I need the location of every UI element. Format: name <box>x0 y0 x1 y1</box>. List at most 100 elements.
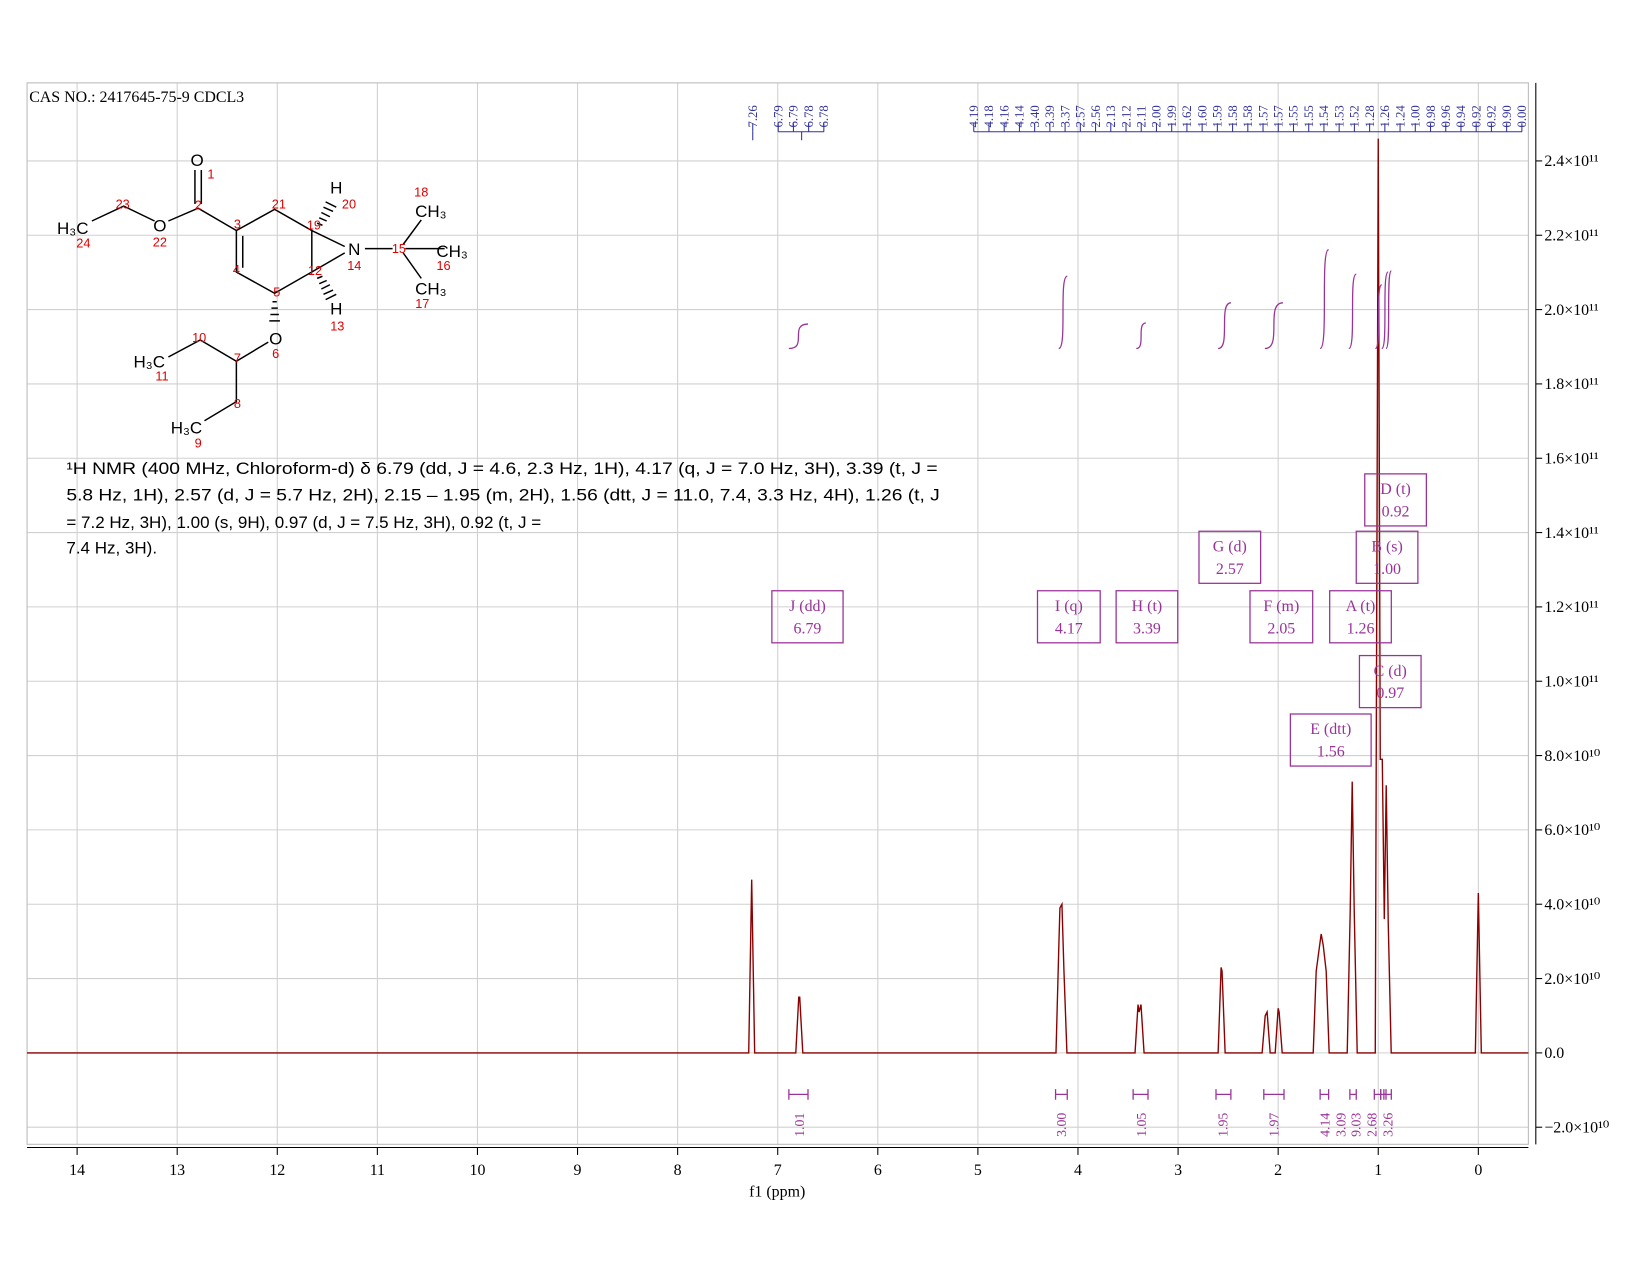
atom-number: 20 <box>342 196 356 211</box>
peak-label: 1.24 <box>1393 105 1407 128</box>
peak-label: 6.78 <box>802 105 816 127</box>
atom-number: 5 <box>273 284 280 299</box>
atom-number: 23 <box>116 196 130 211</box>
multiplet-shift: 1.00 <box>1373 561 1401 578</box>
bond <box>311 219 445 279</box>
atom-label: CH₃ <box>436 242 467 261</box>
atom-number: 10 <box>192 330 206 345</box>
peak-label: 4.18 <box>982 105 996 127</box>
bond <box>194 170 203 204</box>
multiplet-box <box>1198 530 1262 584</box>
multiplet-name: I (q) <box>1055 598 1083 615</box>
integral-curve <box>1136 322 1147 350</box>
integral-curve <box>788 323 809 350</box>
integral-label: 4.14 <box>1318 1113 1333 1137</box>
bond <box>168 339 269 422</box>
x-tick-label: 6 <box>874 1162 882 1179</box>
multiplet-name: B (s) <box>1371 538 1402 555</box>
multiplet-shift: 6.79 <box>794 620 822 637</box>
x-tick-label: 12 <box>269 1162 285 1179</box>
y-tick-label: 8.0×10¹⁰ <box>1544 748 1600 765</box>
peak-label: 1.53 <box>1332 105 1346 127</box>
integral-curve <box>1374 284 1383 350</box>
x-tick-label: 0 <box>1474 1162 1482 1179</box>
multiplet-shift: 3.39 <box>1133 620 1161 637</box>
peak-label: 1.99 <box>1165 105 1179 127</box>
atom-label: O <box>153 217 166 236</box>
nmr-description: 5.8 Hz, 1H), 2.57 (d, J = 5.7 Hz, 2H), 2… <box>66 485 939 504</box>
peak-label: 4.14 <box>1013 105 1027 128</box>
peak-label: 3.40 <box>1028 105 1042 127</box>
x-tick-label: 4 <box>1074 1162 1082 1179</box>
y-tick-label: 6.0×10¹⁰ <box>1544 822 1600 839</box>
y-tick-label: 1.0×10¹¹ <box>1544 674 1599 691</box>
atom-number: 22 <box>153 235 167 250</box>
integral-bracket <box>1349 1089 1357 1100</box>
integral-bracket <box>1383 1089 1392 1100</box>
multiplet-shift: 1.56 <box>1317 744 1345 761</box>
atom-number: 16 <box>436 258 450 273</box>
atom-number: 13 <box>330 318 344 333</box>
integral-label: 3.09 <box>1334 1113 1349 1137</box>
peak-label: 0.92 <box>1485 105 1499 127</box>
y-tick-label: 1.2×10¹¹ <box>1544 599 1599 616</box>
y-tick-label: 2.2×10¹¹ <box>1544 228 1599 245</box>
peak-label: 2.00 <box>1150 105 1164 127</box>
y-tick-label: 2.4×10¹¹ <box>1544 153 1599 170</box>
y-tick-label: 4.0×10¹⁰ <box>1544 897 1600 914</box>
multiplet-box <box>1355 530 1419 584</box>
nmr-description: ¹H NMR (400 MHz, Chloroform-d) δ 6.79 (d… <box>66 459 937 478</box>
multiplet-box <box>1249 590 1314 644</box>
grid <box>27 82 1529 1145</box>
peak-label: 1.59 <box>1211 105 1225 127</box>
atom-number: 15 <box>392 241 406 256</box>
peak-label: 4.19 <box>967 105 981 127</box>
integral-curve <box>1348 273 1357 350</box>
multiplet-box <box>1358 654 1422 709</box>
x-tick-label: 7 <box>774 1162 782 1179</box>
atom-label: N <box>348 240 360 259</box>
spectrum-line <box>27 138 1529 1054</box>
hashed-bond <box>316 201 337 226</box>
peak-label: 0.98 <box>1424 105 1438 127</box>
multiplet-box <box>771 590 844 644</box>
peak-label: 1.57 <box>1256 105 1270 127</box>
x-tick-label: 13 <box>169 1162 185 1179</box>
atom-label: H₃C <box>171 419 202 438</box>
integral-bracket <box>788 1089 809 1100</box>
atom-number: 4 <box>233 262 240 277</box>
peak-label: 6.78 <box>817 105 831 127</box>
atom-number: 6 <box>272 346 279 361</box>
x-tick-label: 14 <box>69 1162 85 1179</box>
peak-label: 1.55 <box>1287 105 1301 127</box>
integral-bracket <box>1319 1089 1330 1100</box>
integral-bracket <box>1132 1089 1149 1100</box>
peak-label: 1.52 <box>1348 105 1362 127</box>
y-tick-label: 2.0×10¹¹ <box>1544 302 1599 319</box>
integral-curve <box>1319 249 1330 350</box>
atom-number: 19 <box>307 218 321 233</box>
peak-label: 0.92 <box>1469 105 1483 127</box>
atom-label: O <box>190 151 203 170</box>
atom-label: H₃C <box>57 219 88 238</box>
chart-layer: 14 13 12 11 10 9 8 7 6 5 4 3 2 1 0−2.0×10¹⁰0.02.0×10¹⁰… <box>27 82 1609 1179</box>
atom-label: O <box>269 329 282 348</box>
x-tick-label: 9 <box>574 1162 582 1179</box>
integral-label: 1.05 <box>1134 1113 1149 1137</box>
multiplet-name: F (m) <box>1263 598 1299 615</box>
peak-label: 1.55 <box>1302 105 1316 127</box>
x-tick-label: 5 <box>974 1162 982 1179</box>
peak-label: 0.90 <box>1500 105 1514 127</box>
atom-number: 8 <box>234 396 241 411</box>
nmr-description: 7.4 Hz, 3H). <box>66 539 157 558</box>
y-tick-label: 0.0 <box>1544 1045 1564 1062</box>
multiplet-box <box>1329 590 1392 644</box>
x-tick-label: 8 <box>674 1162 682 1179</box>
atom-label: H <box>330 300 342 319</box>
peak-label: 2.11 <box>1134 106 1148 128</box>
atom-label: CH₃ <box>415 279 446 298</box>
y-tick-label: 2.0×10¹⁰ <box>1544 971 1600 988</box>
integral-curve <box>1385 270 1392 350</box>
nmr-description: = 7.2 Hz, 3H), 1.00 (s, 9H), 0.97 (d, J … <box>66 513 541 532</box>
